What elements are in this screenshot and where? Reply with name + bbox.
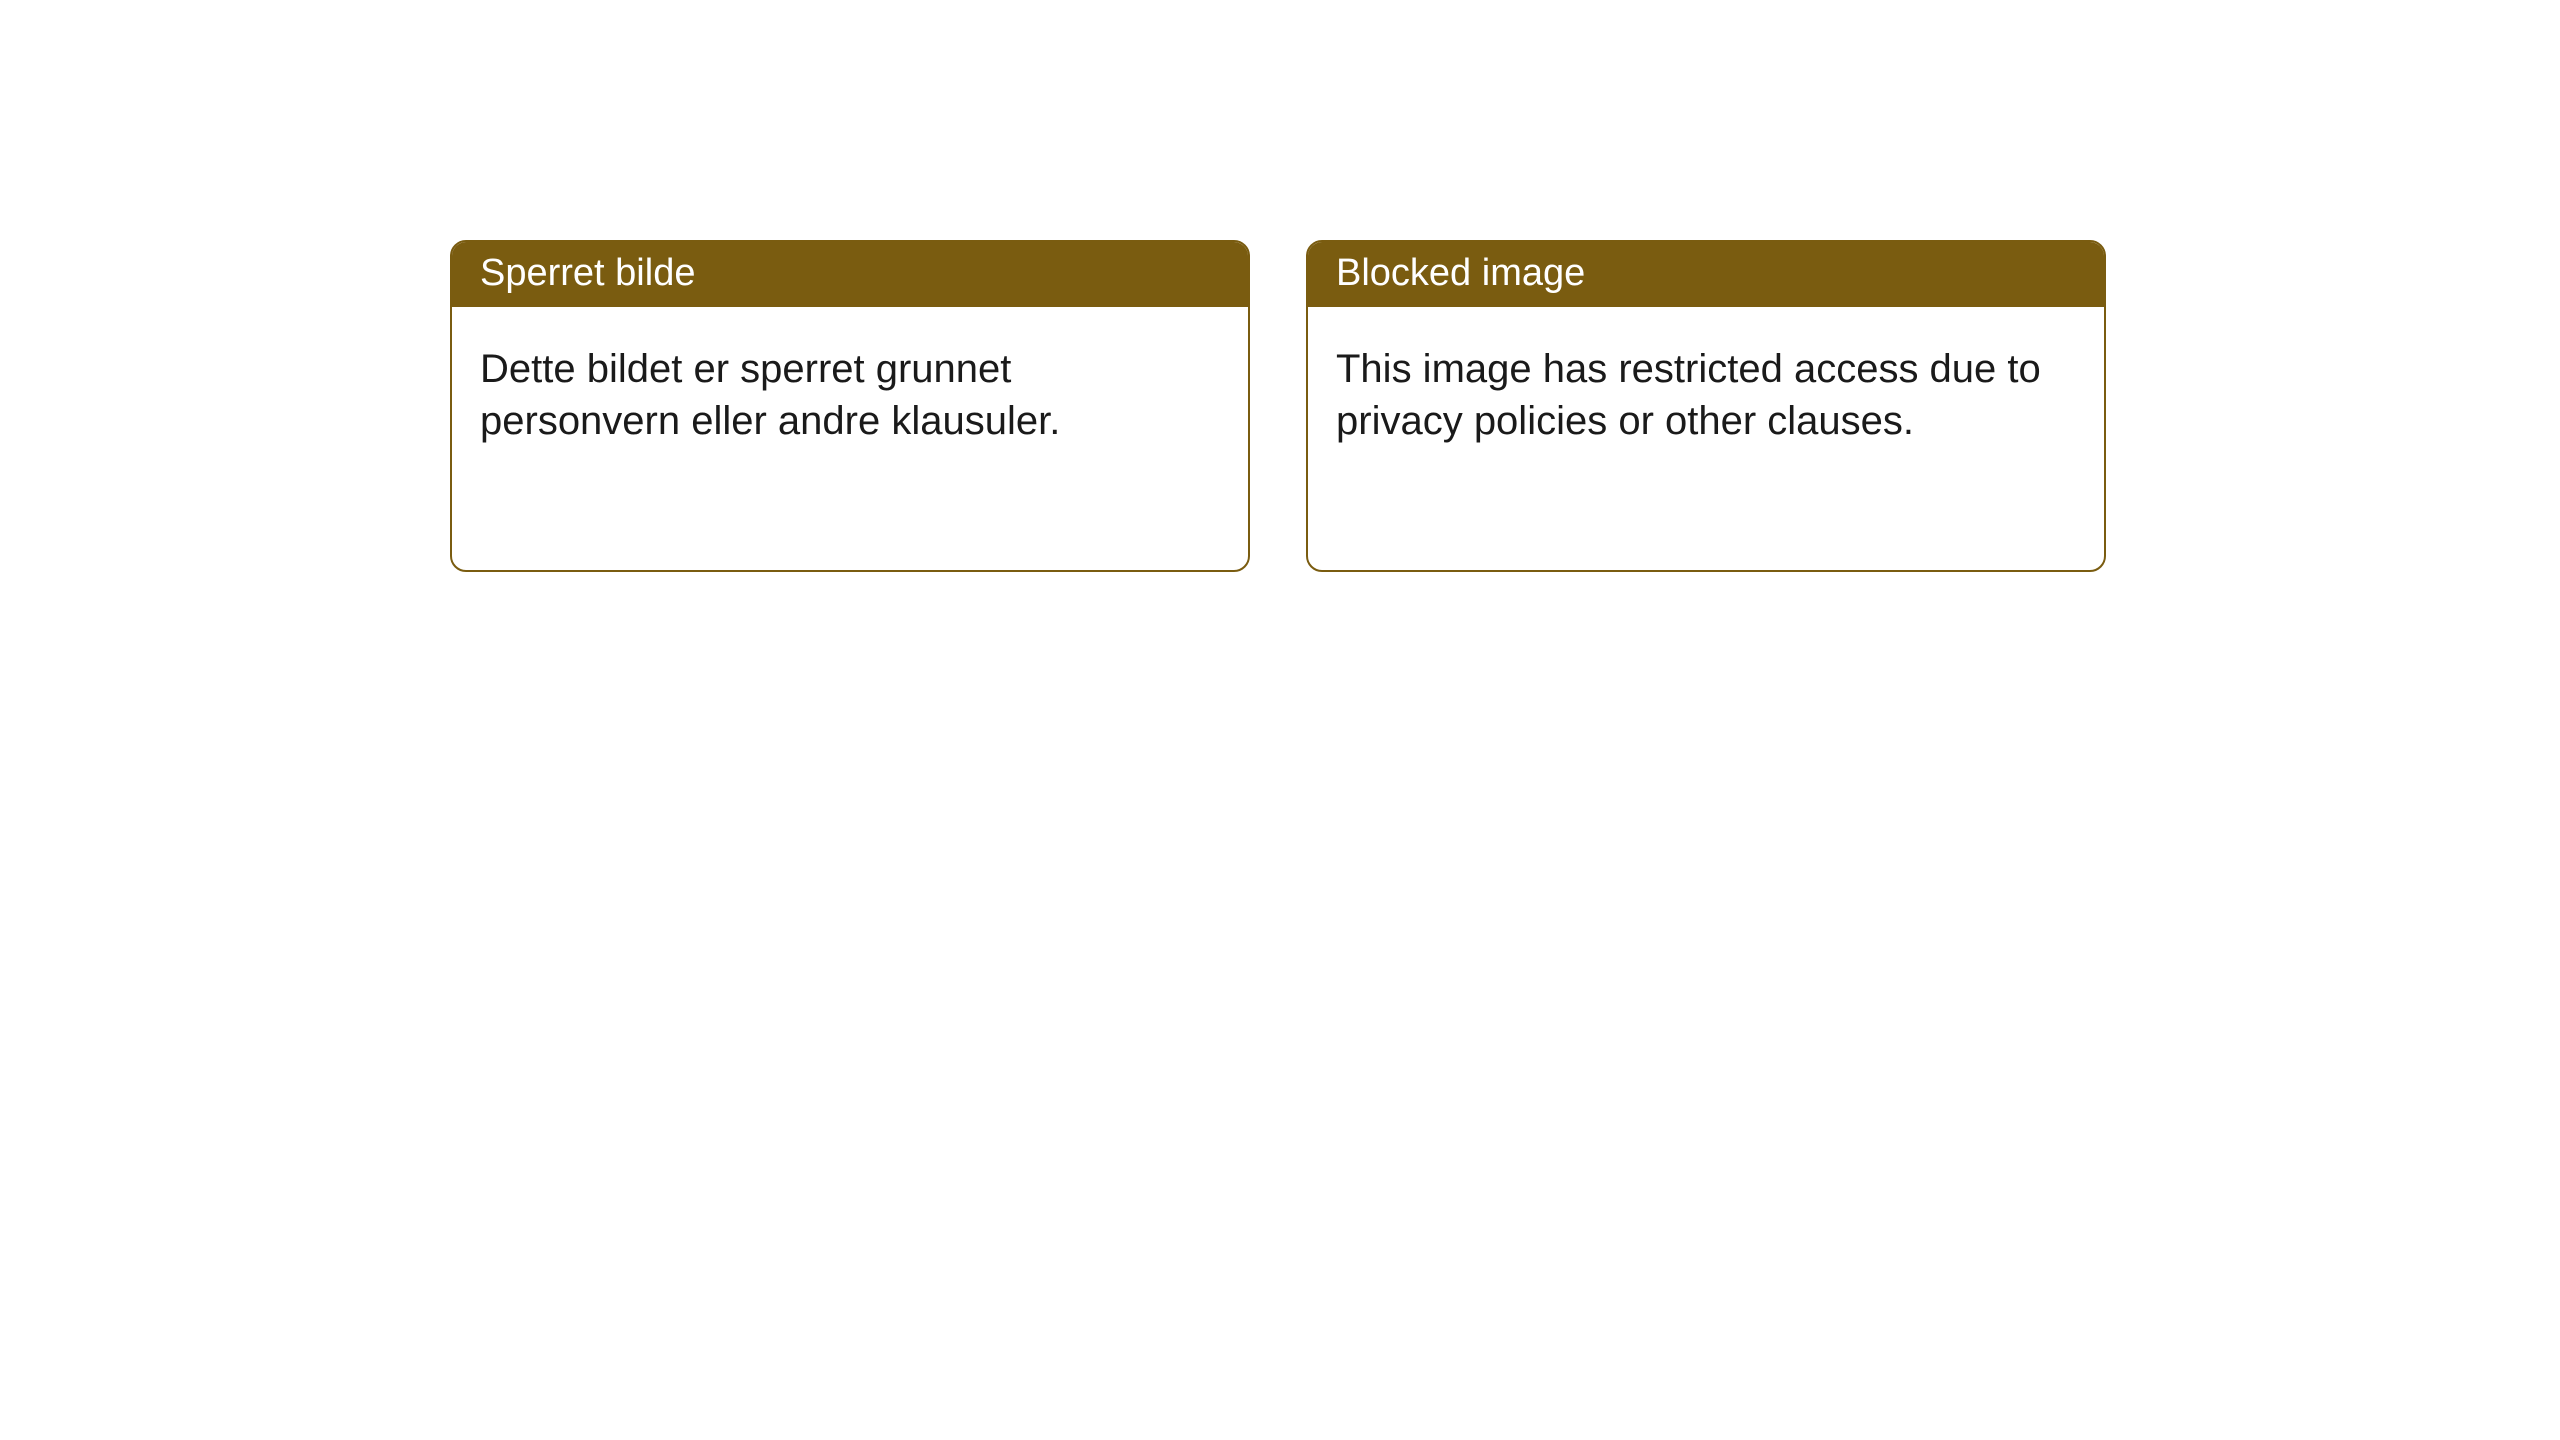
card-header: Sperret bilde <box>452 242 1248 307</box>
card-body-text: Dette bildet er sperret grunnet personve… <box>480 347 1060 443</box>
blocked-image-card-english: Blocked image This image has restricted … <box>1306 240 2106 572</box>
card-header: Blocked image <box>1308 242 2104 307</box>
card-body-text: This image has restricted access due to … <box>1336 347 2041 443</box>
card-header-text: Sperret bilde <box>480 252 695 294</box>
card-body: This image has restricted access due to … <box>1308 307 2104 483</box>
blocked-image-cards: Sperret bilde Dette bildet er sperret gr… <box>450 240 2106 572</box>
card-header-text: Blocked image <box>1336 252 1585 294</box>
card-body: Dette bildet er sperret grunnet personve… <box>452 307 1248 483</box>
blocked-image-card-norwegian: Sperret bilde Dette bildet er sperret gr… <box>450 240 1250 572</box>
